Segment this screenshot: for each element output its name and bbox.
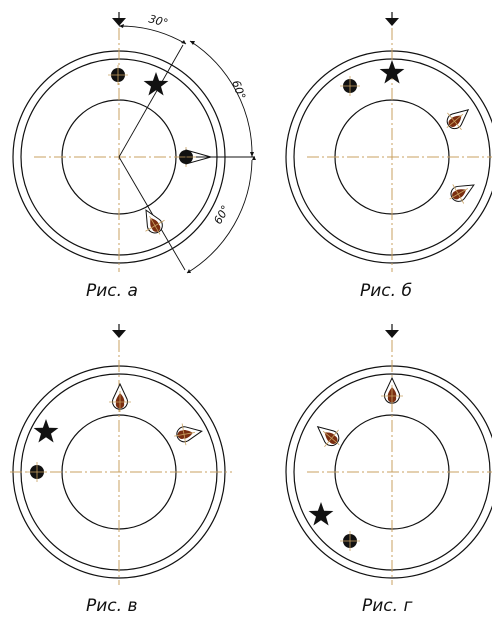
angle-label-60-upper: 60° <box>229 79 248 102</box>
top-pointer-icon <box>111 11 127 27</box>
flame-icon <box>108 383 132 413</box>
flame-icon <box>439 100 476 137</box>
figure-b: Рис. б <box>285 11 492 301</box>
dim-arc-30 <box>118 25 187 45</box>
flame-icon <box>171 419 205 448</box>
figure-g: Рис. г <box>285 323 492 616</box>
top-pointer-icon <box>384 11 400 27</box>
caption-g: Рис. г <box>362 596 412 616</box>
flame-icon <box>443 174 480 210</box>
caption-b: Рис. б <box>360 281 412 301</box>
triangle-pointer-icon <box>185 149 213 165</box>
radial-line-30 <box>118 44 184 158</box>
dim-arc-60-upper <box>189 40 253 158</box>
radial-line-150 <box>118 156 186 271</box>
dot-icon <box>339 530 361 552</box>
star-icon <box>33 419 59 443</box>
caption-v: Рис. в <box>86 596 137 616</box>
dot-icon <box>339 75 361 97</box>
star-icon <box>308 502 334 526</box>
figure-a: 30° 60° 60° Рис. а <box>12 11 256 301</box>
top-pointer-icon <box>384 323 400 339</box>
dot-icon <box>26 461 48 483</box>
angle-label-60-lower: 60° <box>211 203 232 226</box>
flame-icon <box>380 377 404 407</box>
caption-a: Рис. а <box>86 281 138 301</box>
figure-v: Рис. в <box>10 323 232 616</box>
top-pointer-icon <box>111 323 127 339</box>
angle-label-30: 30° <box>147 12 169 30</box>
dim-arc-60-lower <box>186 159 253 274</box>
dot-icon <box>107 64 129 86</box>
